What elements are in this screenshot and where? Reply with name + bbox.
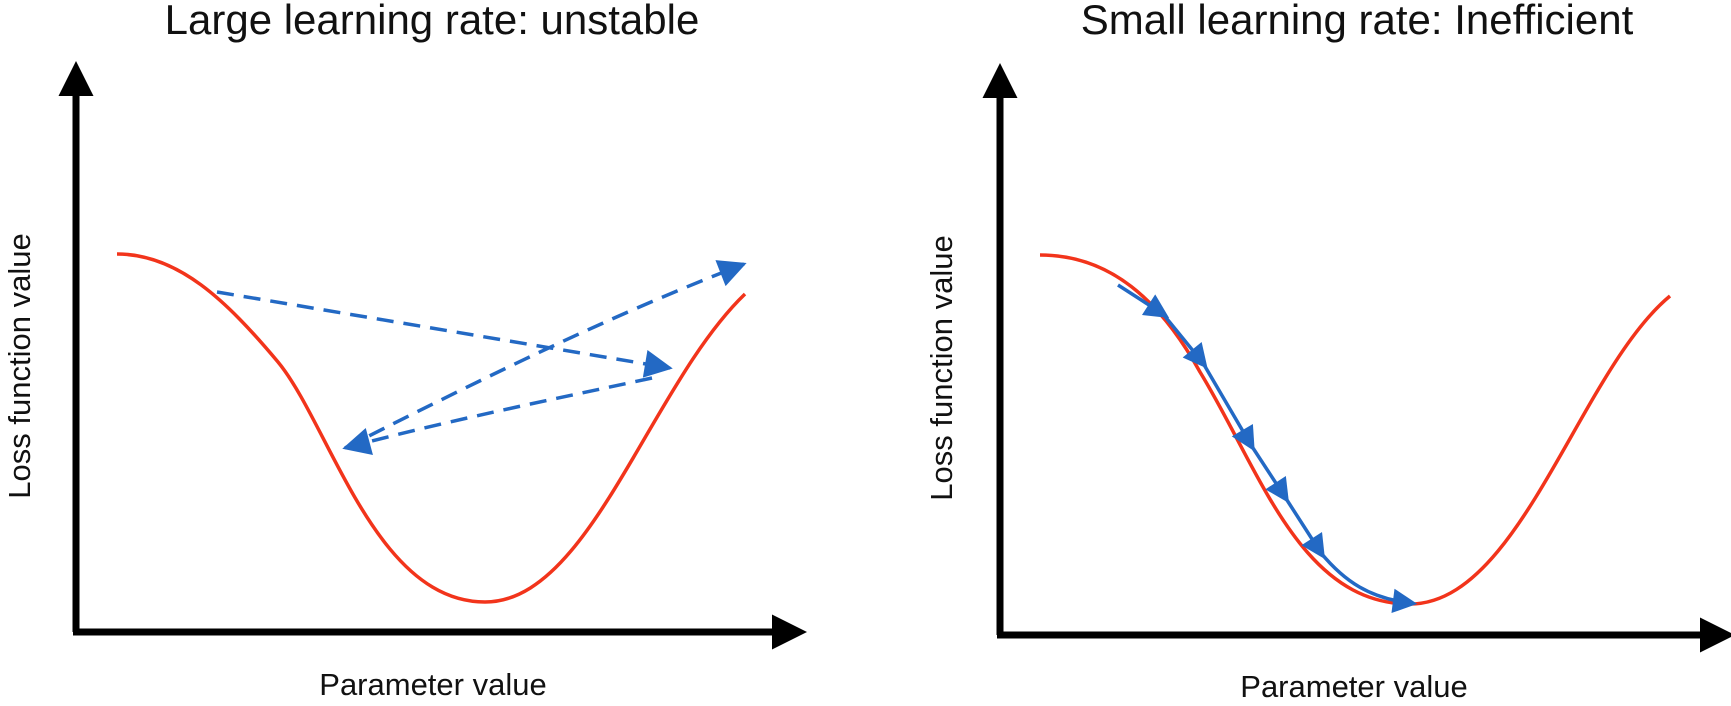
- gradual-steps: [1117, 283, 1418, 614]
- panel-small-learning-rate: Small learning rate: Inefficient Loss fu…: [924, 0, 1731, 704]
- panel-large-learning-rate: Large learning rate: unstable Loss funct…: [2, 0, 807, 702]
- loss-curve: [1039, 253, 1672, 606]
- step-arrow: [1283, 496, 1325, 560]
- panel-title: Large learning rate: unstable: [165, 0, 700, 43]
- step-arrow: [216, 290, 673, 378]
- x-axis-label: Parameter value: [1240, 669, 1467, 704]
- step-arrow: [344, 260, 747, 450]
- loss-curve: [116, 252, 747, 604]
- step-arrow: [1201, 362, 1255, 452]
- y-axis-label: Loss function value: [924, 235, 959, 500]
- oscillating-steps: [216, 260, 747, 456]
- step-arrow: [1249, 444, 1290, 504]
- y-axis-label: Loss function value: [2, 233, 37, 498]
- panel-title: Small learning rate: Inefficient: [1081, 0, 1634, 43]
- step-arrow: [1161, 312, 1208, 369]
- step-arrow: [1319, 551, 1418, 614]
- step-arrow: [1117, 283, 1170, 318]
- step-arrow: [342, 376, 653, 456]
- x-axis-label: Parameter value: [319, 667, 546, 702]
